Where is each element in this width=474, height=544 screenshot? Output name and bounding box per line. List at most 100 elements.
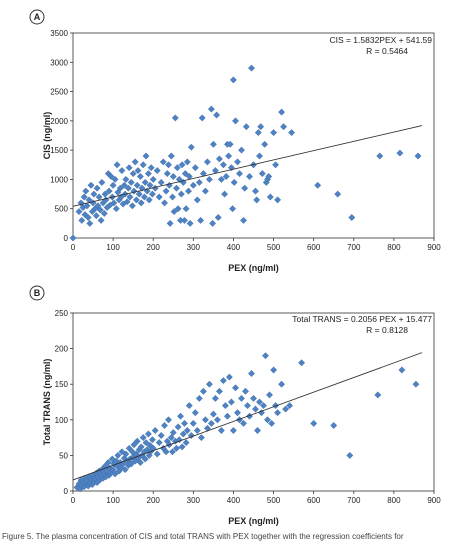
data-point: [85, 196, 93, 204]
data-point: [234, 409, 241, 417]
data-point: [144, 170, 152, 178]
data-point: [169, 448, 176, 456]
data-point: [412, 380, 420, 388]
data-point: [278, 380, 286, 388]
data-point: [236, 170, 243, 178]
data-point: [111, 470, 119, 478]
data-point: [234, 158, 241, 166]
data-point: [197, 216, 205, 224]
data-point: [261, 140, 269, 148]
y-axis-label: Total TRANS (ng/ml): [42, 359, 52, 446]
data-point: [179, 430, 187, 438]
data-point: [230, 178, 238, 186]
data-point: [242, 123, 250, 131]
data-point: [244, 402, 251, 410]
x-axis-label: PEX (ng/ml): [228, 263, 279, 273]
data-point: [211, 394, 219, 402]
data-point: [262, 352, 269, 360]
data-point: [177, 190, 185, 198]
data-point: [167, 434, 175, 442]
data-point: [241, 184, 249, 192]
data-point: [136, 459, 144, 466]
data-point: [133, 181, 141, 189]
data-point: [121, 466, 129, 474]
y-axis-label: CIS (ng/ml): [42, 112, 52, 160]
data-point: [398, 366, 406, 374]
data-point: [95, 193, 103, 201]
data-point: [310, 419, 318, 427]
data-point: [181, 170, 189, 178]
x-tick-label: 300: [187, 243, 201, 252]
data-point: [219, 161, 227, 169]
data-point: [229, 76, 237, 84]
data-point: [250, 394, 257, 402]
data-point: [260, 402, 267, 410]
data-point: [69, 234, 77, 242]
data-point: [298, 359, 306, 367]
x-tick-label: 100: [106, 243, 120, 252]
data-point: [161, 199, 168, 207]
data-point: [225, 373, 233, 381]
y-tick-label: 100: [55, 416, 69, 425]
data-point: [174, 205, 182, 213]
data-point: [266, 391, 273, 399]
data-point: [169, 429, 177, 437]
y-tick-label: 0: [64, 234, 69, 243]
x-tick-label: 300: [187, 496, 201, 505]
data-point: [191, 409, 199, 417]
data-point: [90, 190, 98, 198]
data-point: [346, 451, 354, 459]
data-point: [253, 196, 261, 204]
data-point: [205, 380, 213, 388]
data-point: [167, 152, 175, 160]
data-point: [252, 405, 259, 413]
data-point: [153, 450, 161, 458]
data-point: [232, 117, 239, 125]
data-point: [80, 193, 88, 201]
data-point: [256, 398, 263, 406]
data-point: [126, 193, 134, 201]
data-point: [266, 193, 274, 201]
data-point: [254, 129, 262, 137]
data-point: [288, 129, 296, 137]
panel-badge: [29, 285, 45, 301]
data-point: [86, 219, 94, 227]
data-point: [189, 181, 197, 189]
data-point: [183, 158, 191, 166]
data-point: [87, 181, 95, 189]
data-point: [147, 164, 155, 172]
data-point: [93, 184, 101, 192]
data-point: [131, 158, 139, 166]
data-point: [129, 170, 137, 178]
data-point: [83, 202, 91, 210]
data-point: [141, 178, 149, 186]
data-point: [142, 152, 150, 160]
panel-badge-label: A: [34, 12, 41, 22]
data-point: [139, 434, 147, 442]
data-point: [222, 173, 230, 180]
plot-frame: [72, 312, 435, 492]
data-point: [169, 193, 176, 201]
x-tick-label: 800: [387, 243, 401, 252]
data-point: [132, 196, 140, 204]
data-point: [215, 155, 223, 163]
data-points: [73, 352, 420, 493]
data-point: [171, 114, 179, 122]
data-point: [111, 175, 119, 183]
data-point: [221, 190, 229, 198]
regression-line: [72, 352, 423, 481]
data-point: [114, 451, 122, 459]
data-point: [213, 416, 221, 424]
data-point: [166, 219, 174, 227]
data-point: [209, 410, 217, 418]
data-point: [193, 196, 201, 204]
data-point: [141, 455, 149, 463]
data-point: [127, 460, 135, 468]
data-point: [161, 422, 168, 429]
data-point: [268, 419, 276, 427]
y-tick-label: 250: [55, 309, 69, 318]
data-point: [334, 190, 342, 198]
regression-equation: CIS = 1.5832PEX + 541.59: [329, 35, 432, 45]
data-point: [240, 216, 247, 224]
data-point: [145, 196, 153, 204]
